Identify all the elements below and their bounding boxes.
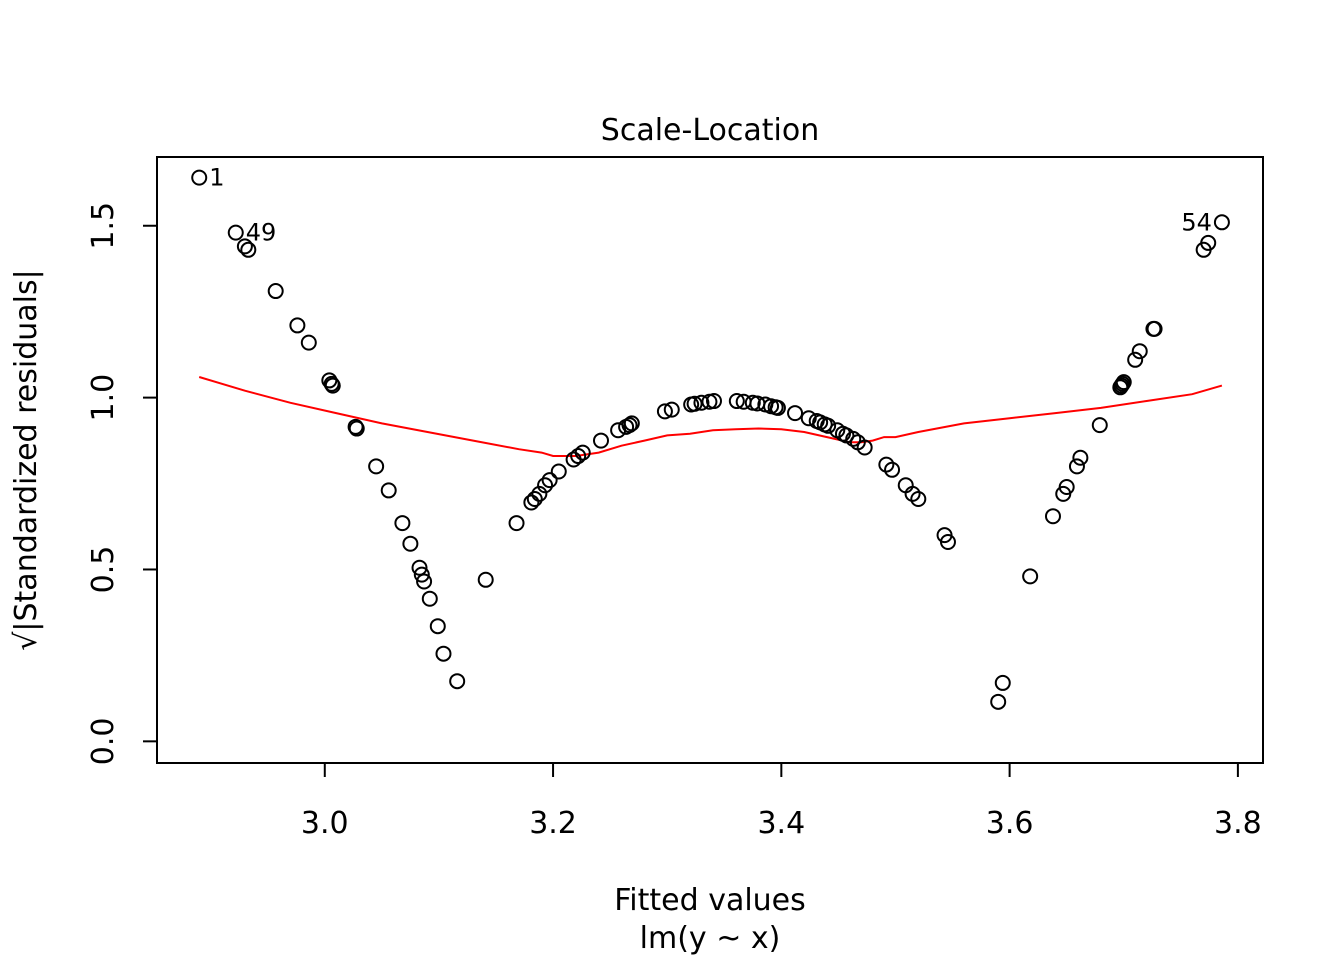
data-point (623, 415, 640, 432)
data-point (705, 393, 722, 410)
data-point (728, 393, 745, 410)
data-point (1131, 343, 1148, 360)
data-point (878, 456, 895, 473)
data-point (289, 317, 306, 334)
data-point (1022, 568, 1039, 585)
data-point (508, 515, 525, 532)
x-axis-label: Fitted values (614, 883, 806, 918)
data-point (523, 494, 540, 511)
x-tick-label: 3.2 (529, 806, 577, 841)
data-point (411, 559, 428, 576)
smooth-line (198, 376, 1223, 457)
point-annotation: 49 (246, 219, 277, 247)
y-tick-label: 1.0 (86, 374, 121, 422)
x-tick-label: 3.0 (301, 806, 349, 841)
data-point (1044, 508, 1061, 525)
point-annotation: 1 (209, 164, 224, 192)
data-point (429, 618, 446, 635)
data-point (656, 403, 673, 420)
data-point (267, 283, 284, 300)
data-point (787, 405, 804, 422)
data-point (565, 451, 582, 468)
x-tick-label: 3.4 (757, 806, 805, 841)
data-point (236, 238, 253, 255)
data-point (904, 485, 921, 502)
data-point (348, 420, 365, 437)
y-tick-label: 1.5 (86, 202, 121, 250)
data-point (531, 485, 548, 502)
data-point (939, 533, 956, 550)
data-point (191, 169, 208, 186)
data-point (421, 590, 438, 607)
chart-title: Scale-Location (601, 113, 819, 148)
data-point (1200, 234, 1217, 251)
data-point (227, 224, 244, 241)
data-point (845, 430, 862, 447)
data-point (1127, 351, 1144, 368)
data-point (1213, 214, 1230, 231)
x-tick-label: 3.8 (1214, 806, 1262, 841)
data-point (1058, 478, 1075, 495)
data-point (435, 645, 452, 662)
data-point (1146, 320, 1163, 337)
data-point (990, 693, 1007, 710)
y-axis-label: √|Standardized residuals| (9, 269, 44, 650)
data-point (621, 417, 638, 434)
data-point (550, 463, 567, 480)
data-point (416, 573, 433, 590)
points-layer (191, 169, 1230, 710)
data-point (1115, 374, 1132, 391)
data-point (477, 571, 494, 588)
point-annotation: 54 (1181, 208, 1212, 236)
data-point (240, 241, 257, 258)
data-point (541, 472, 558, 489)
data-point (856, 439, 873, 456)
smooth-line-layer (198, 376, 1223, 457)
data-point (1091, 417, 1108, 434)
plot-frame (156, 156, 1264, 764)
data-point (686, 395, 703, 412)
data-point (574, 444, 591, 461)
data-point (537, 477, 554, 494)
y-axis: 0.0 0.5 1.0 1.5 (86, 202, 158, 765)
data-point (368, 458, 385, 475)
data-point (324, 377, 341, 394)
x-tick-label: 3.6 (986, 806, 1034, 841)
data-point (663, 401, 680, 418)
y-tick-label: 0.0 (86, 717, 121, 765)
data-point (402, 535, 419, 552)
x-axis: 3.0 3.2 3.4 3.6 3.8 (301, 762, 1262, 841)
annotations-layer: 1 49 54 (209, 164, 1212, 247)
data-point (693, 394, 710, 411)
data-point (910, 491, 927, 508)
data-point (413, 566, 430, 583)
data-point (300, 334, 317, 351)
data-point (526, 491, 543, 508)
data-point (1068, 458, 1085, 475)
x-axis-sublabel: lm(y ~ x) (640, 921, 781, 956)
data-point (380, 482, 397, 499)
y-tick-label: 0.5 (86, 546, 121, 594)
data-point (394, 515, 411, 532)
data-point (592, 432, 609, 449)
data-point (820, 417, 837, 434)
data-point (994, 674, 1011, 691)
data-point (449, 673, 466, 690)
data-point (1072, 449, 1089, 466)
data-point (570, 448, 587, 465)
data-point (769, 399, 786, 416)
data-point (884, 461, 901, 478)
